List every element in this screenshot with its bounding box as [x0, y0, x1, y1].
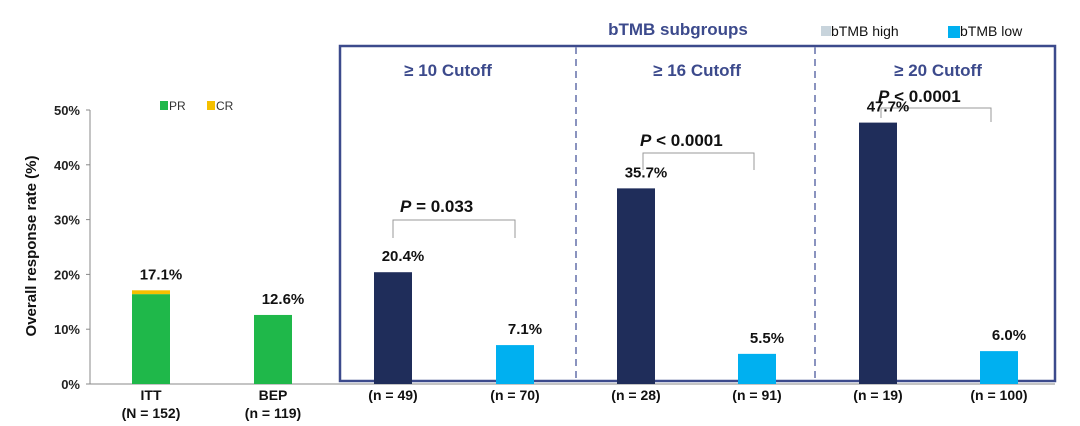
- category-sublabel: (n = 119): [245, 405, 301, 421]
- legend-swatch-low: [948, 26, 960, 38]
- category-label: (n = 49): [368, 387, 417, 403]
- p-value-20-symbol: P: [878, 87, 890, 106]
- category-sublabel: (N = 152): [122, 405, 181, 421]
- legend-label-cr: CR: [216, 99, 234, 113]
- legend-label-pr: PR: [169, 99, 186, 113]
- bracket-20: [880, 107, 992, 122]
- btmb-subgroup-frame: [338, 44, 1057, 383]
- bar-pr: [254, 314, 292, 384]
- bar-value-label: 6.0%: [992, 327, 1026, 344]
- y-tick-label: 0%: [61, 377, 80, 392]
- legend-label-low: bTMB low: [960, 23, 1023, 39]
- bar-value-label: 7.1%: [508, 321, 542, 338]
- bar-value-label: 17.1%: [140, 266, 183, 283]
- bar-value-label: 12.6%: [262, 291, 305, 308]
- bar-low: [738, 353, 776, 384]
- p-value-10-symbol: P: [400, 197, 412, 216]
- bar-value-label: 47.7%: [867, 99, 910, 116]
- y-tick-label: 30%: [54, 213, 80, 228]
- category-label: (n = 91): [732, 387, 781, 403]
- p-value-20: P < 0.0001: [878, 87, 961, 106]
- y-tick-label: 50%: [54, 103, 80, 118]
- y-tick-label: 40%: [54, 158, 80, 173]
- btmb-subgroups-title: bTMB subgroups: [608, 20, 748, 39]
- p-value-16-symbol: P: [640, 131, 652, 150]
- bar-high: [617, 188, 655, 384]
- cutoff-label-20: ≥ 20 Cutoff: [894, 61, 982, 80]
- p-value-16-text: < 0.0001: [651, 131, 722, 150]
- y-axis-label: Overall response rate (%): [23, 156, 40, 337]
- bar-value-label: 5.5%: [750, 330, 784, 347]
- cutoff-label-16: ≥ 16 Cutoff: [653, 61, 741, 80]
- legend-label-high: bTMB high: [831, 23, 899, 39]
- p-value-20-text: < 0.0001: [889, 87, 960, 106]
- legend-swatch-high: [821, 26, 831, 36]
- p-value-16: P < 0.0001: [640, 131, 723, 150]
- legend-swatch-cr: [207, 101, 215, 110]
- bar-cr: [132, 290, 170, 295]
- bar-pr: [132, 294, 170, 384]
- bar-value-label: 35.7%: [625, 164, 668, 181]
- bar-value-label: 20.4%: [382, 248, 425, 265]
- bracket-16: [642, 152, 755, 170]
- bar-low: [980, 351, 1018, 384]
- bar-high: [859, 122, 897, 384]
- bar-high: [374, 272, 412, 384]
- legend-swatch-pr: [160, 101, 168, 110]
- category-label: BEP: [259, 387, 288, 403]
- category-label: (n = 19): [853, 387, 902, 403]
- category-label: (n = 28): [611, 387, 660, 403]
- category-label: (n = 100): [970, 387, 1027, 403]
- bar-low: [496, 345, 534, 384]
- p-value-10: P = 0.033: [400, 197, 473, 216]
- bars-group: 17.1% ITT (N = 152) 12.6% BEP (n = 119) 20.4% (…: [122, 99, 1028, 421]
- bracket-10: [392, 219, 516, 238]
- category-label: (n = 70): [490, 387, 539, 403]
- y-tick-group: 0% 10% 20% 30% 40% 50%: [54, 103, 90, 392]
- p-value-10-text: = 0.033: [411, 197, 473, 216]
- y-tick-label: 20%: [54, 267, 80, 282]
- y-tick-label: 10%: [54, 322, 80, 337]
- cutoff-label-10: ≥ 10 Cutoff: [404, 61, 492, 80]
- category-label: ITT: [141, 387, 162, 403]
